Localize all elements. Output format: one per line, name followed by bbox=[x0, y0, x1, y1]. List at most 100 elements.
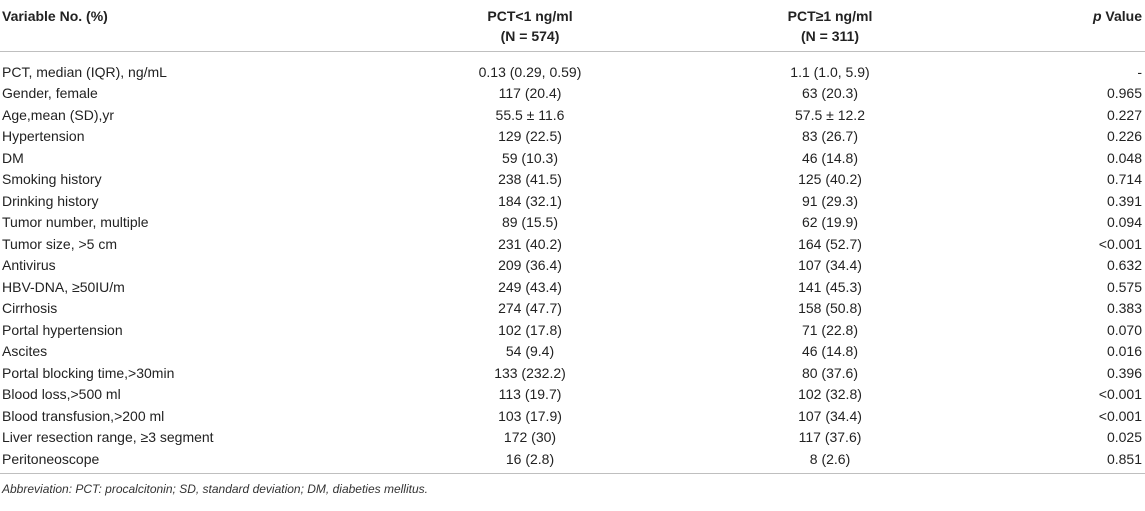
cell-variable: Cirrhosis bbox=[2, 300, 58, 316]
cell-group2: 125 (40.2) bbox=[798, 171, 862, 187]
cell-variable: Tumor size, >5 cm bbox=[2, 235, 118, 252]
cell-pvalue: 0.025 bbox=[1106, 429, 1142, 445]
table-row: Gender, female 117 (20.4) 63 (20.3) 0.965 bbox=[0, 83, 1145, 105]
header-group2-label: PCT≥1 ng/ml bbox=[787, 8, 873, 24]
cell-group1: 274 (47.7) bbox=[498, 300, 562, 316]
cell-group2: 63 (20.3) bbox=[801, 85, 859, 101]
cell-group2: 1.1 (1.0, 5.9) bbox=[790, 63, 870, 80]
cell-group2: 107 (34.4) bbox=[798, 257, 862, 273]
cell-group1: 89 (15.5) bbox=[501, 214, 559, 230]
table-footnote: Abbreviation: PCT: procalcitonin; SD, st… bbox=[2, 482, 428, 496]
header-variable: Variable No. (%) bbox=[2, 8, 108, 24]
cell-variable: HBV-DNA, ≥50IU/m bbox=[2, 278, 125, 295]
cell-group2: 102 (32.8) bbox=[798, 386, 862, 402]
cell-group2: 117 (37.6) bbox=[798, 429, 862, 445]
cell-group2: 62 (19.9) bbox=[801, 214, 859, 230]
table-row: DM 59 (10.3) 46 (14.8) 0.048 bbox=[0, 148, 1145, 170]
cell-group1: 129 (22.5) bbox=[498, 128, 562, 144]
cell-group1: 54 (9.4) bbox=[505, 343, 555, 359]
cell-group2: 91 (29.3) bbox=[801, 192, 859, 209]
table-row: Antivirus 209 (36.4) 107 (34.4) 0.632 bbox=[0, 255, 1145, 277]
cell-variable: Hypertension bbox=[2, 128, 85, 144]
cell-pvalue: 0.575 bbox=[1106, 278, 1142, 295]
cell-group1: 59 (10.3) bbox=[501, 149, 559, 166]
header-pvalue-label: Value bbox=[1101, 8, 1142, 24]
header-pvalue-p: p bbox=[1092, 8, 1102, 24]
cell-group2: 158 (50.8) bbox=[798, 300, 862, 316]
cell-group1: 209 (36.4) bbox=[498, 257, 562, 273]
cell-pvalue: <0.001 bbox=[1098, 407, 1142, 424]
cell-variable: Ascites bbox=[2, 343, 48, 359]
table-row: Ascites 54 (9.4) 46 (14.8) 0.016 bbox=[0, 341, 1145, 363]
cell-variable: Portal hypertension bbox=[2, 321, 123, 338]
cell-pvalue: 0.383 bbox=[1106, 300, 1142, 316]
data-table: Variable No. (%) PCT<1 ng/ml (N = 574) P… bbox=[0, 0, 1145, 474]
cell-variable: PCT, median (IQR), ng/mL bbox=[2, 63, 167, 80]
table-row: Tumor size, >5 cm 231 (40.2) 164 (52.7) <0.… bbox=[0, 234, 1145, 256]
cell-pvalue: 0.396 bbox=[1106, 364, 1142, 381]
cell-group2: 57.5 ± 12.2 bbox=[795, 106, 865, 123]
cell-pvalue: 0.632 bbox=[1106, 257, 1142, 273]
cell-group2: 46 (14.8) bbox=[801, 149, 859, 166]
cell-pvalue: 0.070 bbox=[1106, 321, 1142, 338]
header-group1: PCT<1 ng/ml (N = 574) bbox=[380, 0, 680, 51]
cell-variable: Blood transfusion,>200 ml bbox=[2, 407, 165, 424]
header-pvalue: p Value bbox=[980, 0, 1145, 51]
cell-group1: 16 (2.8) bbox=[505, 450, 555, 467]
cell-group1: 55.5 ± 11.6 bbox=[495, 106, 565, 123]
header-row: Variable No. (%) PCT<1 ng/ml (N = 574) P… bbox=[0, 0, 1145, 51]
cell-group2: 107 (34.4) bbox=[798, 407, 862, 424]
cell-pvalue: 0.016 bbox=[1106, 343, 1142, 359]
table-row: Age,mean (SD),yr 55.5 ± 11.6 57.5 ± 12.2 0.… bbox=[0, 105, 1145, 127]
cell-group1: 231 (40.2) bbox=[498, 235, 562, 252]
cell-group1: 238 (41.5) bbox=[498, 171, 562, 187]
cell-group1: 117 (20.4) bbox=[498, 85, 562, 101]
cell-pvalue: 0.226 bbox=[1106, 128, 1142, 144]
cell-group1: 249 (43.4) bbox=[498, 278, 562, 295]
table-row: Tumor number, multiple 89 (15.5) 62 (19.9)… bbox=[0, 212, 1145, 234]
table-row: Drinking history 184 (32.1) 91 (29.3) 0.391 bbox=[0, 191, 1145, 213]
table-row: Hypertension 129 (22.5) 83 (26.7) 0.226 bbox=[0, 126, 1145, 148]
header-group1-n: (N = 574) bbox=[500, 28, 560, 44]
header-group2-n: (N = 311) bbox=[801, 28, 859, 44]
cell-group1: 184 (32.1) bbox=[498, 192, 562, 209]
table-row: PCT, median (IQR), ng/mL 0.13 (0.29, 0.59… bbox=[0, 51, 1145, 83]
cell-group2: 80 (37.6) bbox=[801, 364, 859, 381]
cell-pvalue: 0.048 bbox=[1106, 149, 1142, 166]
cell-variable: DM bbox=[2, 149, 24, 166]
table-row: Blood loss,>500 ml 113 (19.7) 102 (32.8) <0… bbox=[0, 384, 1145, 406]
cell-variable: Drinking history bbox=[2, 192, 99, 209]
cell-group2: 8 (2.6) bbox=[809, 450, 851, 467]
cell-pvalue: 0.094 bbox=[1106, 214, 1142, 230]
table-row: Blood transfusion,>200 ml 103 (17.9) 107 (… bbox=[0, 406, 1145, 428]
table-row: Liver resection range, ≥3 segment 172 (30… bbox=[0, 427, 1145, 449]
cell-variable: Gender, female bbox=[2, 85, 98, 101]
header-group1-label: PCT<1 ng/ml bbox=[487, 8, 573, 24]
cell-pvalue: <0.001 bbox=[1098, 235, 1142, 252]
cell-group1: 133 (232.2) bbox=[494, 364, 566, 381]
cell-group2: 83 (26.7) bbox=[801, 128, 859, 144]
cell-group1: 172 (30) bbox=[503, 429, 557, 445]
cell-variable: Smoking history bbox=[2, 171, 102, 187]
cell-variable: Peritoneoscope bbox=[2, 450, 100, 467]
cell-pvalue: 0.227 bbox=[1106, 106, 1142, 123]
cell-pvalue: 0.391 bbox=[1106, 192, 1142, 209]
cell-group2: 164 (52.7) bbox=[798, 235, 862, 252]
cell-variable: Portal blocking time,>30min bbox=[2, 364, 175, 381]
table-body: PCT, median (IQR), ng/mL 0.13 (0.29, 0.59… bbox=[0, 51, 1145, 474]
cell-variable: Age,mean (SD),yr bbox=[2, 106, 115, 123]
cell-variable: Liver resection range, ≥3 segment bbox=[2, 429, 214, 445]
cell-group2: 46 (14.8) bbox=[801, 343, 859, 359]
cell-pvalue: 0.851 bbox=[1106, 450, 1142, 467]
cell-group2: 141 (45.3) bbox=[798, 278, 862, 295]
header-group2: PCT≥1 ng/ml (N = 311) bbox=[680, 0, 980, 51]
cell-variable: Tumor number, multiple bbox=[2, 214, 149, 230]
cell-variable: Antivirus bbox=[2, 257, 56, 273]
table-row: Portal blocking time,>30min 133 (232.2) 80… bbox=[0, 363, 1145, 385]
table-row: Peritoneoscope 16 (2.8) 8 (2.6) 0.851 bbox=[0, 449, 1145, 474]
cell-group1: 103 (17.9) bbox=[498, 407, 562, 424]
table-row: Cirrhosis 274 (47.7) 158 (50.8) 0.383 bbox=[0, 298, 1145, 320]
cell-pvalue: - bbox=[1137, 63, 1142, 80]
cell-group1: 113 (19.7) bbox=[498, 386, 562, 402]
